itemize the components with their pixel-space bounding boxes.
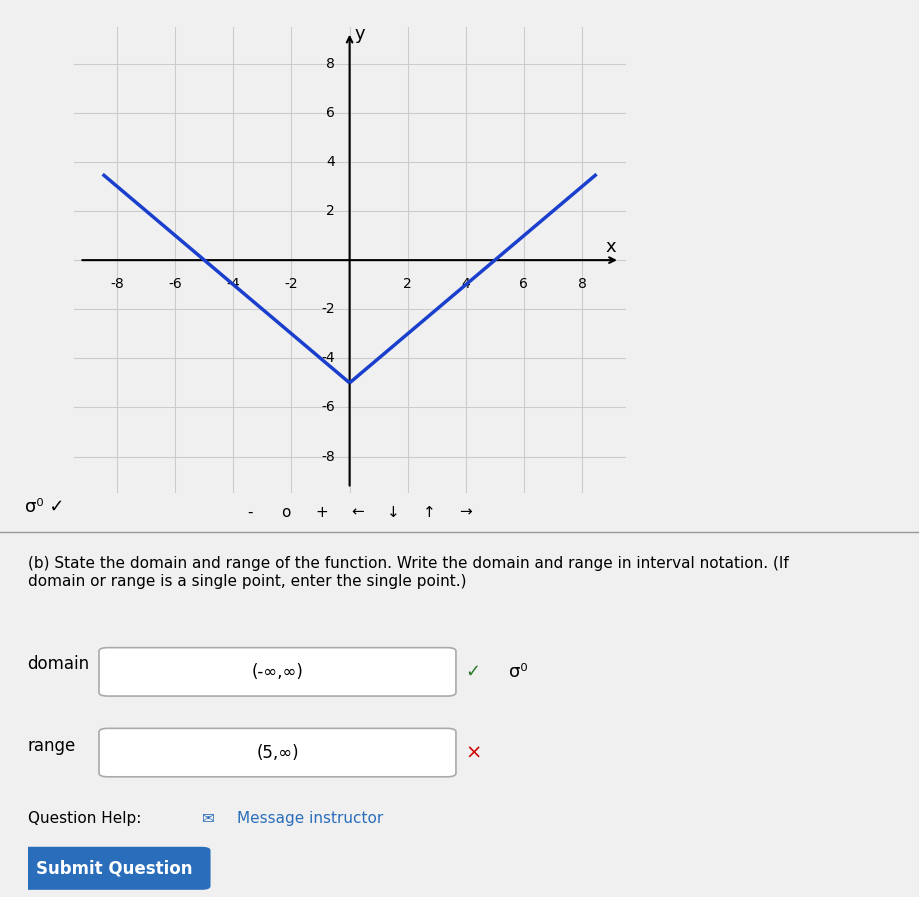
- Text: ←: ←: [351, 504, 364, 519]
- Text: -8: -8: [110, 277, 124, 292]
- Text: 6: 6: [519, 277, 528, 292]
- FancyBboxPatch shape: [99, 728, 456, 777]
- Text: -8: -8: [321, 449, 335, 464]
- Text: Message instructor: Message instructor: [237, 811, 383, 825]
- Text: σ⁰ ✓: σ⁰ ✓: [26, 498, 64, 516]
- Text: 2: 2: [326, 204, 335, 218]
- Text: -6: -6: [321, 400, 335, 414]
- Text: 4: 4: [326, 155, 335, 169]
- Text: Question Help:: Question Help:: [28, 811, 146, 825]
- Text: ✉: ✉: [201, 811, 214, 825]
- Text: ✓: ✓: [464, 663, 480, 681]
- Text: o: o: [281, 504, 290, 519]
- Text: -4: -4: [226, 277, 240, 292]
- Text: -4: -4: [321, 352, 335, 365]
- Text: (-∞,∞): (-∞,∞): [251, 663, 303, 681]
- Text: -: -: [247, 504, 253, 519]
- FancyBboxPatch shape: [18, 847, 210, 890]
- FancyBboxPatch shape: [99, 648, 456, 696]
- Text: σ⁰: σ⁰: [509, 663, 528, 681]
- Text: domain: domain: [28, 655, 90, 673]
- Text: -2: -2: [321, 302, 335, 317]
- Text: 8: 8: [326, 57, 335, 71]
- Text: 8: 8: [577, 277, 585, 292]
- Text: -6: -6: [168, 277, 182, 292]
- Text: ↓: ↓: [387, 504, 400, 519]
- Text: Submit Question: Submit Question: [36, 859, 192, 877]
- Text: +: +: [315, 504, 328, 519]
- Text: 2: 2: [403, 277, 412, 292]
- Text: 4: 4: [461, 277, 470, 292]
- Text: ↑: ↑: [423, 504, 436, 519]
- Text: 6: 6: [326, 106, 335, 120]
- Text: x: x: [605, 238, 616, 256]
- Text: ×: ×: [464, 744, 481, 762]
- Text: range: range: [28, 737, 75, 755]
- Text: -2: -2: [284, 277, 298, 292]
- Text: →: →: [459, 504, 471, 519]
- Text: (5,∞): (5,∞): [255, 744, 299, 762]
- Text: (b) State the domain and range of the function. Write the domain and range in in: (b) State the domain and range of the fu…: [28, 556, 788, 588]
- Text: y: y: [354, 25, 365, 43]
